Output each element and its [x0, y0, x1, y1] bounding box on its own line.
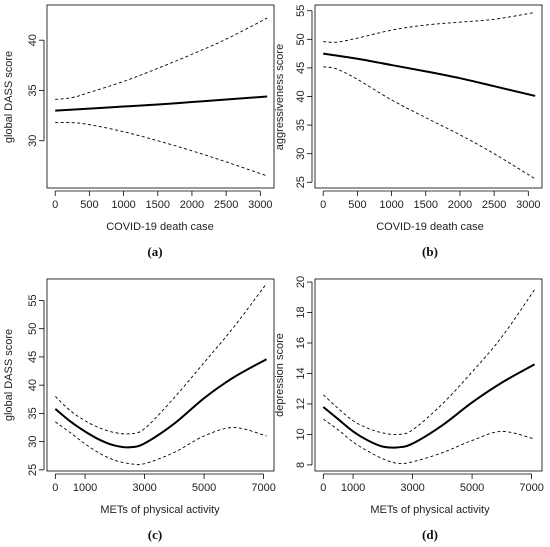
x-tick-label: 1500: [414, 199, 438, 211]
y-axis-label: global DASS score: [3, 51, 15, 143]
chart-panel-c: 0 1000 3000 5000 7000 25 30 35 40 45 50 55 METs of p…: [3, 278, 276, 542]
y-tick-label: 25: [295, 176, 307, 188]
ci-lower-curve: [323, 66, 536, 180]
y-tick-label: 8: [295, 462, 307, 468]
x-tick-label: 3000: [248, 199, 272, 211]
y-tick-label: 20: [295, 276, 307, 288]
fitted-curve: [323, 52, 536, 97]
y-tick-label: 30: [27, 135, 39, 147]
x-axis-label: METs of physical activity: [100, 504, 220, 516]
x-axis-label: COVID-19 death case: [106, 221, 214, 233]
y-tick-label: 14: [295, 367, 307, 379]
x-tick-label: 0: [320, 199, 326, 211]
panel-label: (b): [422, 244, 438, 259]
ci-lower-curve: [55, 421, 267, 466]
ci-lower-curve: [55, 122, 268, 177]
y-tick-label: 10: [295, 428, 307, 440]
y-tick-label: 30: [295, 148, 307, 160]
x-tick-label: 1000: [111, 199, 135, 211]
y-tick-label: 12: [295, 398, 307, 410]
y-tick-label: 35: [295, 119, 307, 131]
y-tick-label: 40: [27, 379, 39, 391]
x-tick-label: 500: [348, 199, 366, 211]
x-tick-label: 0: [52, 199, 58, 211]
x-tick-label: 2000: [448, 199, 472, 211]
fitted-curve: [54, 358, 268, 449]
ci-upper-curve: [323, 11, 536, 43]
x-tick-label: 3000: [516, 199, 540, 211]
panel-label: (a): [147, 244, 162, 259]
y-tick-label: 55: [27, 294, 39, 306]
ci-upper-curve: [55, 17, 268, 100]
x-tick-label: 1000: [341, 482, 365, 494]
x-axis-label: METs of physical activity: [370, 504, 490, 516]
y-tick-label: 50: [295, 33, 307, 45]
x-tick-label: 7000: [519, 482, 543, 494]
x-tick-label: 1000: [379, 199, 403, 211]
panel-label: (c): [148, 527, 162, 542]
panel-label: (d): [422, 527, 438, 542]
y-tick-label: 55: [295, 5, 307, 17]
x-axis-label: COVID-19 death case: [376, 221, 484, 233]
y-tick-label: 40: [295, 90, 307, 102]
x-tick-label: 3000: [132, 482, 156, 494]
x-tick-label: 7000: [251, 482, 275, 494]
x-tick-label: 5000: [192, 482, 216, 494]
ci-lower-curve: [323, 418, 535, 465]
y-tick-label: 35: [27, 84, 39, 96]
y-tick-label: 40: [27, 34, 39, 46]
x-tick-label: 5000: [460, 482, 484, 494]
x-tick-label: 1000: [73, 482, 97, 494]
y-tick-label: 18: [295, 306, 307, 318]
y-tick-label: 50: [27, 323, 39, 335]
fitted-curve: [55, 95, 268, 112]
x-tick-label: 2500: [482, 199, 506, 211]
y-axis-label: depression score: [274, 333, 286, 417]
y-tick-label: 45: [295, 62, 307, 74]
x-tick-label: 2000: [180, 199, 204, 211]
y-tick-label: 25: [27, 464, 39, 476]
plot-frame: [46, 4, 275, 189]
y-tick-label: 30: [27, 436, 39, 448]
chart-panel-d: 0 1000 3000 5000 7000 8 10 12 14 16 18 20 METs of ph…: [274, 276, 544, 542]
x-tick-label: 3000: [400, 482, 424, 494]
plot-frame: [46, 278, 275, 472]
x-tick-label: 2500: [214, 199, 238, 211]
plot-frame: [314, 278, 543, 472]
y-axis-label: global DASS score: [3, 329, 15, 421]
ci-upper-curve: [55, 283, 267, 435]
chart-panel-b: 0 500 1000 1500 2000 2500 3000 25 30 35 40 45 50 55 CO…: [274, 4, 543, 259]
plot-frame: [314, 4, 543, 189]
fitted-curve: [322, 363, 536, 449]
ci-upper-curve: [323, 289, 535, 436]
y-tick-label: 45: [27, 351, 39, 363]
y-axis-label: aggressiveness score: [274, 44, 286, 150]
x-tick-label: 0: [320, 482, 326, 494]
y-tick-label: 35: [27, 407, 39, 419]
x-tick-label: 1500: [146, 199, 170, 211]
y-tick-label: 16: [295, 337, 307, 349]
chart-panel-a: 0 500 1000 1500 2000 2500 3000 30 35 40 COVID-19 d…: [3, 4, 275, 259]
x-tick-label: 0: [52, 482, 58, 494]
x-tick-label: 500: [80, 199, 98, 211]
